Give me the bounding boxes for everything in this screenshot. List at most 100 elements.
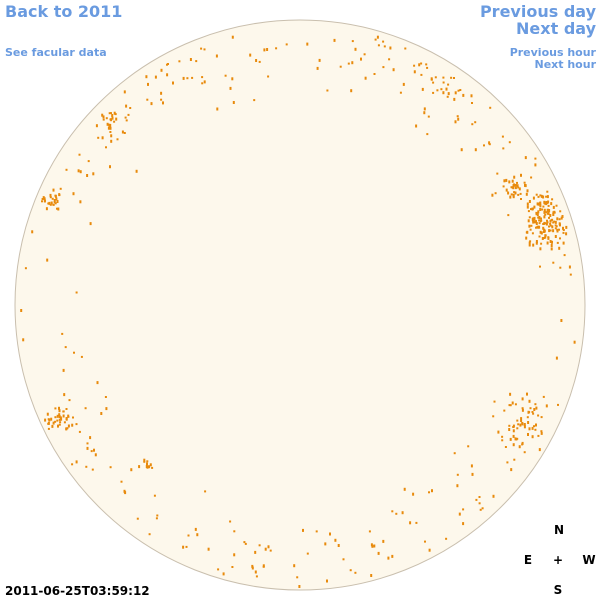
facular-point [544, 222, 547, 225]
facular-point [413, 70, 416, 74]
facular-point [432, 81, 435, 84]
facular-point [342, 558, 345, 561]
facular-point [569, 273, 572, 276]
facular-point [510, 186, 513, 189]
facular-point [481, 507, 484, 510]
facular-point [526, 392, 528, 396]
facular-point [426, 66, 429, 69]
facular-point [233, 553, 236, 557]
facular-point [527, 433, 529, 436]
facular-point [151, 466, 154, 469]
facular-point [160, 98, 163, 101]
facular-point [65, 408, 68, 410]
facular-point [555, 204, 558, 207]
facular-point [86, 442, 89, 445]
facular-point [374, 38, 377, 41]
facular-point [120, 480, 123, 483]
facular-point [368, 530, 371, 533]
facular-point [516, 419, 519, 422]
facular-point [542, 195, 545, 199]
facular-point [46, 412, 49, 416]
facular-point [113, 111, 116, 115]
facular-point [107, 126, 110, 130]
facular-point [421, 87, 424, 91]
facular-point [229, 520, 232, 523]
facular-point [80, 355, 83, 358]
facular-point [58, 418, 61, 421]
facular-point [514, 186, 517, 190]
facular-point [442, 81, 445, 84]
facular-point [521, 397, 524, 401]
facular-point [509, 392, 512, 396]
facular-point [549, 229, 552, 232]
facular-point [275, 47, 278, 50]
facular-point [514, 403, 517, 406]
solar-disk [14, 19, 586, 591]
next-hour-link[interactable]: Next hour [535, 58, 597, 71]
facular-point [109, 124, 112, 127]
facular-point [447, 92, 450, 96]
facular-point [148, 465, 151, 469]
facular-point [49, 196, 52, 199]
facular-point [554, 235, 557, 238]
facular-point [456, 473, 459, 476]
facular-point [529, 240, 532, 243]
facular-point [543, 237, 546, 239]
next-day-link[interactable]: Next day [516, 19, 597, 38]
facular-point [94, 453, 97, 457]
facular-point [413, 64, 416, 67]
facular-point [512, 434, 515, 438]
facular-point [538, 448, 541, 452]
facular-point [52, 421, 55, 425]
facular-point [520, 420, 523, 422]
previous-hour-link[interactable]: Previous hour [510, 46, 597, 59]
facular-point [231, 35, 234, 39]
facular-point [535, 241, 538, 245]
facular-point [541, 208, 544, 211]
facular-point [535, 220, 537, 223]
facular-point [450, 76, 453, 79]
facular-point [58, 406, 60, 410]
facular-point [430, 78, 433, 81]
facular-point [545, 195, 548, 198]
facular-link[interactable]: See facular data [5, 46, 107, 59]
facular-point [46, 258, 49, 262]
facular-point [395, 512, 398, 515]
facular-point [339, 65, 342, 68]
facular-point [527, 210, 530, 213]
facular-point [539, 265, 541, 268]
facular-point [560, 319, 563, 322]
facular-point [501, 135, 504, 138]
facular-point [523, 425, 526, 429]
facular-point [507, 214, 510, 217]
facular-point [52, 188, 55, 192]
facular-point [84, 407, 87, 410]
facular-point [135, 169, 138, 173]
facular-point [154, 75, 157, 79]
facular-point [427, 115, 430, 118]
facular-point [58, 415, 61, 419]
facular-point [31, 230, 34, 234]
facular-point [62, 410, 65, 413]
facular-point [497, 430, 500, 434]
facular-point [387, 556, 390, 560]
facular-point [462, 522, 465, 526]
facular-point [207, 547, 210, 551]
facular-point [72, 416, 74, 419]
previous-day-link[interactable]: Previous day [480, 2, 597, 21]
back-link[interactable]: Back to 2011 [5, 2, 122, 21]
facular-point [108, 112, 111, 115]
facular-point [73, 351, 75, 354]
facular-point [109, 165, 111, 169]
facular-point [525, 231, 528, 234]
facular-point [316, 66, 319, 70]
facular-point [506, 461, 509, 464]
facular-point [462, 508, 465, 511]
facular-point [478, 496, 481, 498]
facular-point [457, 117, 460, 121]
facular-point [470, 464, 473, 468]
facular-point [561, 215, 564, 218]
facular-point [63, 393, 66, 397]
facular-point [194, 527, 197, 531]
facular-point [351, 40, 354, 43]
